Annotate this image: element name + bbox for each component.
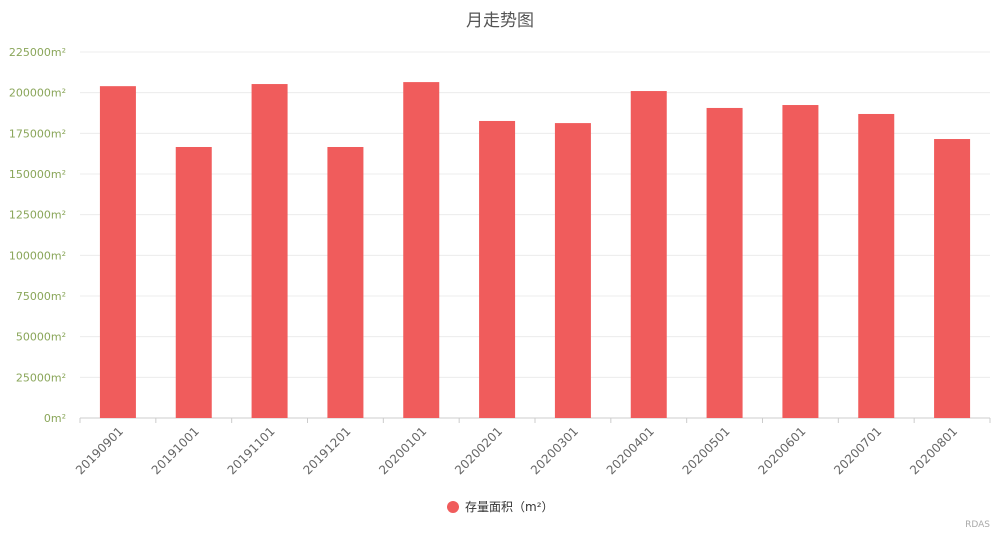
bar	[479, 120, 516, 418]
y-tick-label: 50000m²	[16, 331, 66, 344]
x-tick-label: 20200101	[376, 424, 429, 477]
y-tick-label: 125000m²	[9, 209, 66, 222]
x-tick-label: 20191001	[149, 424, 202, 477]
legend-label: 存量面积（m²）	[465, 500, 554, 514]
bar	[934, 139, 971, 418]
x-tick-label: 20200601	[755, 424, 808, 477]
bar	[706, 107, 743, 418]
bar	[782, 105, 819, 419]
bar	[630, 91, 667, 418]
x-tick-label: 20191101	[225, 424, 278, 477]
x-tick-label: 20200301	[528, 424, 581, 477]
x-tick-label: 20191201	[300, 424, 353, 477]
x-tick-label: 20200801	[907, 424, 960, 477]
x-tick-label: 20190901	[73, 424, 126, 477]
y-tick-label: 0m²	[44, 412, 66, 425]
x-tick-label: 20200401	[604, 424, 657, 477]
bar	[403, 82, 440, 419]
y-tick-label: 25000m²	[16, 371, 66, 384]
y-tick-label: 200000m²	[9, 87, 66, 100]
bar	[99, 86, 136, 418]
y-tick-label: 75000m²	[16, 290, 66, 303]
y-tick-label: 150000m²	[9, 168, 66, 181]
legend-item[interactable]: 存量面积（m²）	[447, 498, 554, 515]
bar	[554, 123, 591, 419]
chart-title: 月走势图	[466, 11, 534, 31]
x-tick-label: 20200701	[831, 424, 884, 477]
bar	[175, 146, 212, 419]
x-tick-label: 20200201	[452, 424, 505, 477]
credit-text: RDAS	[965, 520, 990, 530]
bar	[327, 146, 364, 419]
x-tick-label: 20200501	[680, 424, 733, 477]
y-tick-label: 225000m²	[9, 46, 66, 59]
legend-marker-icon	[447, 500, 459, 513]
bar	[858, 113, 895, 418]
y-tick-label: 175000m²	[9, 127, 66, 140]
bar	[251, 84, 288, 418]
y-tick-label: 100000m²	[9, 249, 66, 262]
